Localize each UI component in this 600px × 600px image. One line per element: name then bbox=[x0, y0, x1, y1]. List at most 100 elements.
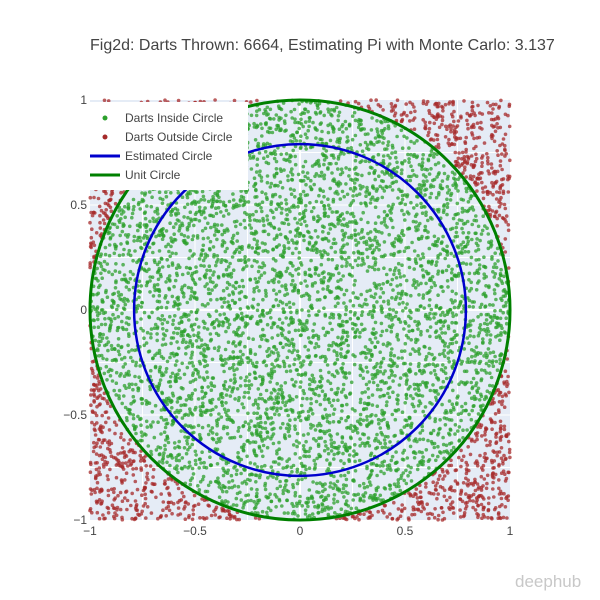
dart-inside-point bbox=[343, 231, 348, 236]
dart-inside-point bbox=[127, 287, 131, 292]
dart-inside-point bbox=[303, 449, 307, 454]
dart-inside-point bbox=[489, 241, 493, 246]
dart-inside-point bbox=[388, 209, 392, 213]
dart-inside-point bbox=[420, 183, 424, 188]
dart-inside-point bbox=[297, 102, 301, 106]
dart-inside-point bbox=[467, 391, 472, 395]
dart-inside-point bbox=[175, 359, 179, 363]
dart-inside-point bbox=[379, 286, 384, 291]
dart-inside-point bbox=[199, 338, 204, 342]
dart-inside-point bbox=[399, 476, 403, 481]
dart-inside-point bbox=[284, 202, 289, 206]
dart-inside-point bbox=[263, 192, 268, 196]
dart-inside-point bbox=[239, 189, 243, 193]
dart-inside-point bbox=[197, 359, 202, 364]
dart-inside-point bbox=[392, 244, 397, 249]
dart-inside-point bbox=[161, 356, 166, 361]
dart-inside-point bbox=[116, 337, 121, 341]
dart-inside-point bbox=[420, 161, 425, 165]
dart-inside-point bbox=[253, 195, 257, 199]
dart-inside-point bbox=[272, 288, 276, 293]
dart-inside-point bbox=[274, 171, 279, 176]
dart-inside-point bbox=[145, 269, 149, 274]
dart-inside-point bbox=[406, 387, 411, 391]
dart-inside-point bbox=[354, 323, 358, 327]
dart-inside-point bbox=[274, 395, 279, 399]
dart-inside-point bbox=[289, 341, 294, 346]
dart-inside-point bbox=[292, 362, 296, 367]
dart-inside-point bbox=[438, 426, 442, 431]
dart-inside-point bbox=[412, 206, 416, 210]
dart-inside-point bbox=[120, 325, 125, 330]
dart-inside-point bbox=[380, 445, 385, 450]
dart-inside-point bbox=[440, 331, 444, 335]
dart-inside-point bbox=[413, 409, 418, 414]
dart-inside-point bbox=[280, 221, 284, 225]
dart-inside-point bbox=[261, 216, 265, 221]
dart-inside-point bbox=[326, 239, 331, 243]
dart-inside-point bbox=[491, 350, 496, 355]
dart-inside-point bbox=[482, 354, 486, 358]
dart-inside-point bbox=[129, 355, 133, 360]
dart-inside-point bbox=[316, 218, 320, 223]
dart-inside-point bbox=[139, 317, 143, 321]
dart-inside-point bbox=[370, 353, 374, 357]
dart-inside-point bbox=[304, 439, 308, 444]
dart-inside-point bbox=[170, 419, 175, 423]
dart-inside-point bbox=[131, 394, 136, 399]
dart-inside-point bbox=[474, 345, 479, 349]
dart-inside-point bbox=[427, 246, 432, 251]
dart-inside-point bbox=[274, 347, 279, 352]
dart-inside-point bbox=[136, 414, 140, 419]
dart-inside-point bbox=[443, 341, 448, 346]
dart-inside-point bbox=[453, 177, 458, 182]
dart-inside-point bbox=[157, 351, 162, 356]
dart-inside-point bbox=[444, 376, 449, 381]
dart-inside-point bbox=[321, 230, 325, 234]
dart-inside-point bbox=[206, 432, 211, 437]
dart-inside-point bbox=[295, 308, 299, 313]
dart-inside-point bbox=[291, 397, 295, 402]
dart-inside-point bbox=[149, 204, 154, 209]
dart-inside-point bbox=[424, 354, 429, 359]
dart-inside-point bbox=[427, 172, 432, 176]
dart-inside-point bbox=[227, 199, 232, 204]
dart-inside-point bbox=[221, 239, 225, 243]
dart-inside-point bbox=[194, 453, 198, 457]
dart-inside-point bbox=[386, 143, 390, 148]
dart-inside-point bbox=[383, 441, 388, 446]
dart-inside-point bbox=[226, 265, 231, 269]
dart-inside-point bbox=[468, 334, 473, 338]
dart-inside-point bbox=[432, 281, 436, 285]
dart-inside-point bbox=[409, 310, 413, 315]
dart-inside-point bbox=[400, 289, 405, 294]
dart-inside-point bbox=[352, 181, 357, 185]
dart-inside-point bbox=[381, 342, 386, 347]
dart-inside-point bbox=[342, 301, 346, 305]
dart-inside-point bbox=[299, 294, 304, 299]
dart-inside-point bbox=[394, 468, 398, 473]
dart-inside-point bbox=[447, 360, 452, 364]
dart-inside-point bbox=[267, 130, 272, 135]
dart-inside-point bbox=[368, 201, 373, 205]
dart-inside-point bbox=[216, 348, 221, 353]
dart-inside-point bbox=[238, 199, 243, 203]
dart-inside-point bbox=[438, 183, 443, 187]
dart-inside-point bbox=[316, 235, 320, 239]
dart-inside-point bbox=[448, 198, 453, 202]
dart-inside-point bbox=[342, 152, 346, 156]
dart-inside-point bbox=[452, 172, 457, 176]
dart-inside-point bbox=[257, 265, 262, 269]
dart-inside-point bbox=[208, 239, 213, 244]
dart-inside-point bbox=[323, 295, 327, 300]
dart-inside-point bbox=[176, 307, 181, 311]
dart-inside-point bbox=[365, 269, 370, 273]
dart-inside-point bbox=[293, 162, 298, 167]
dart-inside-point bbox=[286, 511, 290, 515]
dart-inside-point bbox=[112, 251, 117, 256]
dart-inside-point bbox=[253, 371, 257, 376]
dart-inside-point bbox=[498, 316, 503, 321]
dart-inside-point bbox=[428, 317, 432, 321]
dart-inside-point bbox=[370, 403, 375, 407]
dart-inside-point bbox=[221, 473, 226, 478]
